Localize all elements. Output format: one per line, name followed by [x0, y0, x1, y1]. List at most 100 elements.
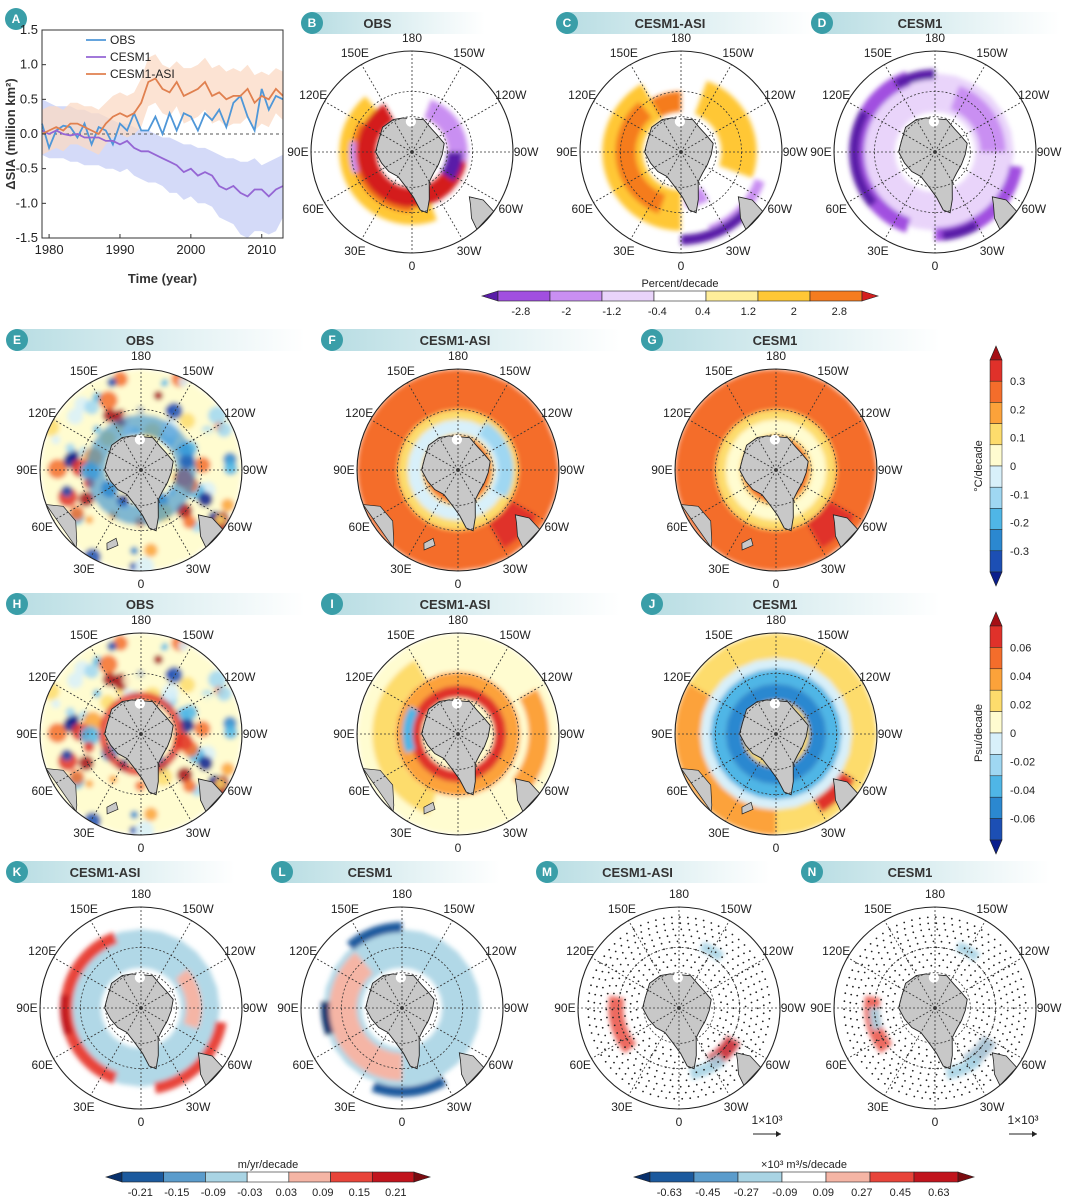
- colorbar-tick-label: -0.02: [1010, 757, 1035, 769]
- colorbar-tick-label: -0.27: [734, 1187, 759, 1199]
- stipple-dot: [605, 963, 608, 966]
- stipple-dot: [656, 931, 659, 934]
- stipple-dot: [1021, 1033, 1023, 1036]
- stipple-dot: [615, 984, 618, 987]
- longitude-label: 60E: [667, 784, 688, 798]
- stipple-dot: [846, 1032, 849, 1034]
- stipple-dot: [703, 926, 705, 928]
- stipple-dot: [928, 928, 931, 931]
- stipple-dot: [911, 925, 914, 928]
- stipple-dot: [968, 1091, 971, 1093]
- stipple-dot: [624, 1046, 626, 1048]
- y-tick-label: -1.5: [16, 230, 38, 245]
- stipple-dot: [735, 1026, 738, 1028]
- longitude-label: 120E: [663, 406, 691, 420]
- field-patch: [107, 641, 117, 652]
- longitude-label: 150W: [182, 628, 214, 642]
- meridian: [407, 469, 459, 558]
- meridian: [775, 469, 827, 558]
- meridian: [457, 646, 509, 735]
- stipple-dot: [943, 1073, 946, 1075]
- stipple-dot: [985, 1050, 987, 1052]
- stipple-dot: [1006, 975, 1009, 978]
- longitude-label: 180: [925, 887, 945, 901]
- meridian: [401, 1007, 453, 1096]
- field-patch: [62, 929, 220, 1087]
- longitude-label: 0: [138, 577, 145, 591]
- stipple-dot: [608, 1055, 610, 1058]
- stipple-dot: [736, 974, 739, 977]
- stipple-dot: [900, 1049, 902, 1052]
- stipple-dot: [981, 936, 983, 939]
- longitude-label: 0: [932, 1115, 939, 1129]
- stipple-dot: [883, 1058, 885, 1061]
- stipple-dot: [759, 1048, 761, 1051]
- longitude-label: 30E: [867, 244, 888, 258]
- stipple-dot: [982, 1003, 985, 1006]
- map-boundary: [39, 632, 243, 836]
- stipple-dot: [987, 978, 990, 981]
- stipple-dot: [753, 956, 756, 959]
- stipple-dot: [972, 960, 975, 962]
- stipple-dot: [869, 943, 872, 945]
- stipple-dot: [982, 1011, 985, 1014]
- stipple-dot: [885, 983, 887, 986]
- longitude-label: 150E: [70, 364, 98, 378]
- stipple-dot: [889, 1064, 891, 1066]
- stipple-dot: [672, 928, 675, 931]
- stipple-dot: [861, 1000, 864, 1003]
- meridian: [628, 920, 680, 1009]
- stipple-dot: [743, 1021, 745, 1024]
- stipple-dot: [848, 976, 851, 979]
- field-patch: [164, 669, 174, 679]
- ice-shelf: [769, 698, 781, 709]
- stipple-dot: [722, 1079, 725, 1081]
- longitude-label: 90W: [243, 463, 268, 477]
- meridian: [411, 101, 500, 153]
- stipple-dot: [996, 1029, 999, 1032]
- map-boundary: [579, 50, 783, 254]
- field-patch: [130, 810, 139, 819]
- stipple-dot: [731, 978, 734, 981]
- longitude-label: 30W: [724, 1100, 749, 1114]
- stipple-dot: [630, 951, 633, 954]
- stipple-dot: [642, 1090, 644, 1093]
- stipple-dot: [626, 932, 628, 935]
- stipple-dot: [694, 961, 696, 964]
- colorbar-segment: [371, 1171, 415, 1183]
- stipple-dot: [643, 1031, 646, 1034]
- panel-title: OBS: [363, 16, 392, 31]
- panel-badge: [811, 12, 833, 34]
- colorbar-tick-label: 2: [791, 306, 797, 318]
- longitude-label: 90E: [333, 463, 354, 477]
- meridian: [775, 733, 827, 822]
- stipple-dot: [613, 943, 616, 945]
- colorbar-tick-label: 0.3: [1010, 376, 1025, 388]
- stipple-dot: [613, 992, 615, 995]
- stipple-dot: [889, 935, 892, 937]
- stipple-dot: [607, 1042, 610, 1044]
- panel-letter: H: [13, 597, 22, 611]
- stipple-dot: [924, 941, 927, 943]
- stipple-dot: [593, 1039, 596, 1042]
- stipple-dot: [750, 1009, 753, 1012]
- stipple-dot: [697, 969, 700, 972]
- stipple-dot: [922, 935, 925, 938]
- panel-title: CESM1-ASI: [635, 16, 706, 31]
- stipple-dot: [1004, 958, 1006, 961]
- longitude-label: 90E: [16, 1001, 37, 1015]
- stipple-dot: [921, 1097, 924, 1099]
- stipple-dot: [896, 931, 899, 933]
- stipple-dot: [665, 1097, 668, 1099]
- stipple-dot: [705, 939, 708, 942]
- longitude-label: 0: [138, 1115, 145, 1129]
- field-patch: [329, 952, 402, 1081]
- longitude-label: 120W: [541, 406, 573, 420]
- map-body: [301, 907, 503, 1109]
- stipple-dot: [729, 1074, 732, 1077]
- ice-shelf: [451, 434, 462, 445]
- stipple-dot: [742, 1040, 745, 1043]
- panel-title-banner: [15, 593, 305, 615]
- panel-badge: [641, 329, 663, 351]
